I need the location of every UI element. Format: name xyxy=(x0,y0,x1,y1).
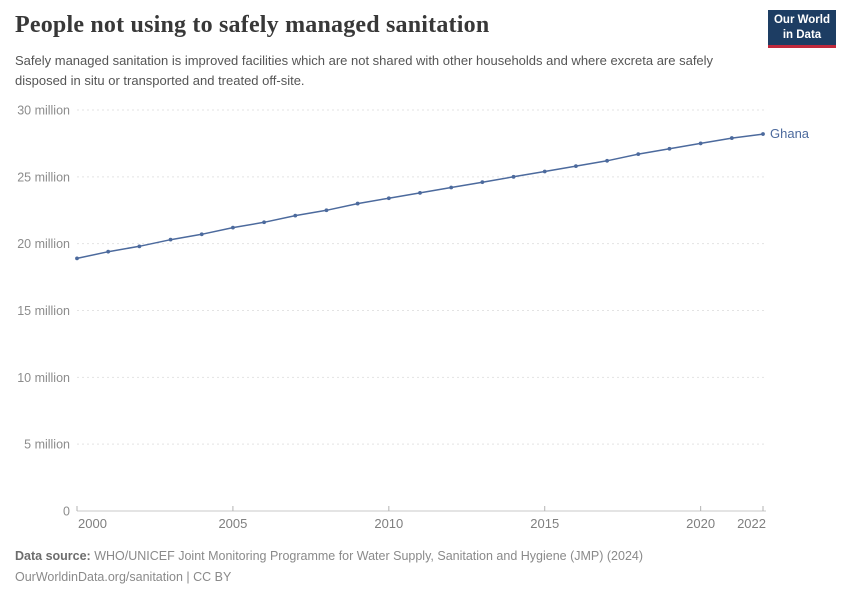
chart-footer: Data source: WHO/UNICEF Joint Monitoring… xyxy=(15,546,643,589)
series-label-ghana[interactable]: Ghana xyxy=(770,126,810,142)
y-tick-label-10: 10 million xyxy=(17,371,70,385)
x-tick-label-2010: 2010 xyxy=(374,516,403,531)
data-point-2019[interactable] xyxy=(667,146,672,151)
data-line-ghana[interactable] xyxy=(76,133,764,260)
data-source-label: Data source: xyxy=(15,549,91,563)
y-tick-label-20: 20 million xyxy=(17,237,70,251)
x-tick-label-2020: 2020 xyxy=(686,516,715,531)
data-point-2018[interactable] xyxy=(636,152,641,157)
owid-logo-line1: Our World xyxy=(773,14,830,27)
y-tick-label-0: 0 xyxy=(63,505,70,519)
data-point-2020[interactable] xyxy=(698,141,703,146)
data-source-text: WHO/UNICEF Joint Monitoring Programme fo… xyxy=(90,549,644,563)
data-point-2003[interactable] xyxy=(168,237,173,242)
y-tick-label-25: 25 million xyxy=(17,170,70,184)
y-tick-label-5: 5 million xyxy=(24,438,70,452)
data-point-2013[interactable] xyxy=(480,180,485,185)
x-tick-label-2005: 2005 xyxy=(218,516,247,531)
footer-link[interactable]: OurWorldinData.org/sanitation | CC BY xyxy=(15,570,232,585)
data-point-2011[interactable] xyxy=(418,190,422,195)
data-point-2001[interactable] xyxy=(106,249,111,254)
data-point-2000[interactable] xyxy=(75,256,79,261)
data-point-2015[interactable] xyxy=(542,169,547,174)
data-point-2010[interactable] xyxy=(386,196,391,201)
data-point-2014[interactable] xyxy=(511,174,516,179)
chart-subtitle: Safely managed sanitation is improved fa… xyxy=(15,53,714,88)
data-point-2002[interactable] xyxy=(137,244,142,249)
owid-logo[interactable]: Our World in Data xyxy=(768,10,836,48)
data-point-2022[interactable] xyxy=(761,132,765,136)
data-point-2008[interactable] xyxy=(324,208,329,213)
page-title: People not using to safely managed sanit… xyxy=(15,12,490,38)
data-point-2005[interactable] xyxy=(231,225,235,230)
owid-logo-line2: in Data xyxy=(782,28,822,41)
data-point-2021[interactable] xyxy=(729,136,734,140)
x-tick-label-2022: 2022 xyxy=(737,516,766,531)
data-point-2009[interactable] xyxy=(355,201,360,206)
y-tick-label-30: 30 million xyxy=(17,104,70,118)
data-source-line: Data source: WHO/UNICEF Joint Monitoring… xyxy=(15,546,643,567)
data-point-2017[interactable] xyxy=(605,158,609,163)
data-point-2012[interactable] xyxy=(449,185,454,190)
data-point-2007[interactable] xyxy=(293,213,298,218)
data-point-2004[interactable] xyxy=(199,232,204,237)
x-tick-label-2000: 2000 xyxy=(78,516,107,531)
y-tick-label-15: 15 million xyxy=(17,304,70,318)
data-point-2016[interactable] xyxy=(574,164,578,169)
data-point-2006[interactable] xyxy=(262,220,266,225)
x-tick-label-2015: 2015 xyxy=(530,516,559,531)
